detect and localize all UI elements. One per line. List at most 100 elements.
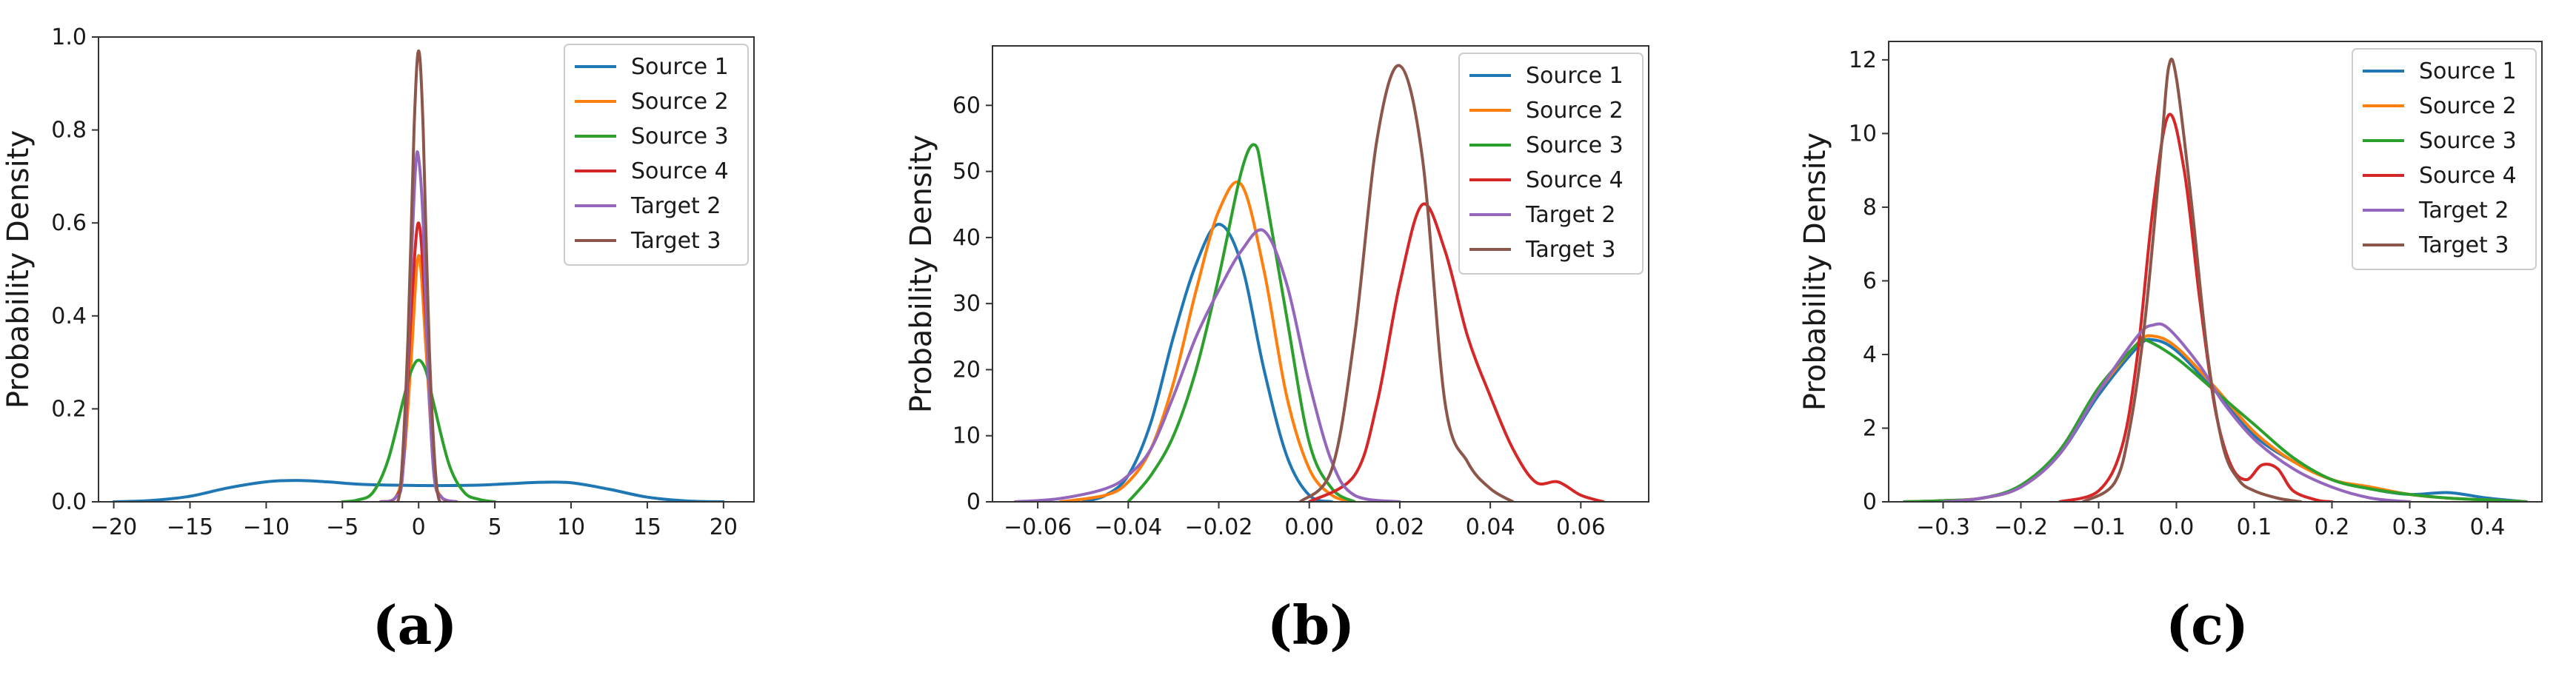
- y-tick-label: 0: [967, 489, 981, 515]
- x-tick-label: 0.00: [1284, 514, 1334, 540]
- legend-label: Target 2: [1525, 202, 1615, 228]
- series-line-source-2: [1903, 334, 2528, 502]
- panel-c: −0.3 −0.2 −0.1 0.0 0.1 0.2 0.3 0.4 0 2 4 6 8 10 12 Prob…: [1798, 41, 2543, 656]
- series-line-target-2: [1941, 322, 2412, 502]
- x-tick-label: −5: [326, 514, 358, 540]
- x-tick-label: 0.3: [2392, 514, 2428, 540]
- panel-label: (c): [2166, 594, 2249, 656]
- x-tick-label: 0.4: [2470, 514, 2506, 540]
- plot-frame: [992, 45, 1649, 503]
- series-lines: [1013, 64, 1605, 502]
- legend-label: Source 2: [631, 89, 729, 115]
- x-tick-label: 5: [488, 514, 502, 540]
- series-lines: [112, 49, 725, 502]
- series-line-target-3: [390, 49, 448, 502]
- y-tick-label: 6: [1863, 268, 1877, 294]
- series-line-target-3: [2081, 57, 2303, 502]
- series-lines: [1903, 57, 2528, 502]
- panel-b: −0.06 −0.04 −0.02 0.00 0.02 0.04 0.06 0 10 20 30 40…: [904, 45, 1649, 656]
- y-tick-label: 0.4: [51, 303, 87, 329]
- y-tick-label: 20: [952, 357, 981, 383]
- x-tick-label: 10: [557, 514, 585, 540]
- y-tick-label: 60: [952, 93, 981, 118]
- legend-label: Source 4: [631, 158, 729, 184]
- x-tick-label: 0.06: [1556, 514, 1606, 540]
- y-tick-label: 0.6: [51, 210, 87, 236]
- x-tick-label: 0.0: [2159, 514, 2195, 540]
- x-tick-label: −0.06: [1004, 514, 1072, 540]
- legend-label: Source 3: [631, 124, 729, 150]
- series-line-source-4: [2058, 113, 2334, 502]
- legend-label: Source 4: [2419, 163, 2517, 189]
- legend-label: Target 3: [630, 228, 721, 254]
- y-tick-label: 50: [952, 159, 981, 185]
- y-tick-label: 0.0: [51, 489, 87, 515]
- series-line-source-1: [1903, 338, 2528, 502]
- legend-box: [1458, 53, 1644, 275]
- x-tick-label: 0.02: [1375, 514, 1425, 540]
- legend-label: Target 3: [2418, 232, 2509, 258]
- x-tick-label: −15: [167, 514, 213, 540]
- y-axis-title: Probability Density: [1, 130, 36, 409]
- y-axis-title: Probability Density: [1798, 132, 1832, 411]
- legend-label: Source 1: [2419, 58, 2517, 84]
- x-tick-label: −0.02: [1185, 514, 1253, 540]
- x-tick-label: 20: [710, 514, 738, 540]
- y-tick-label: 0.2: [51, 396, 87, 422]
- series-line-source-3: [341, 358, 497, 502]
- series-line-source-2: [1058, 180, 1356, 502]
- y-tick-label: 1.0: [51, 24, 87, 50]
- series-line-target-3: [1298, 64, 1515, 502]
- series-line-source-4: [1307, 202, 1605, 502]
- legend-label: Source 1: [1526, 63, 1624, 89]
- x-tick-label: 0.2: [2315, 514, 2350, 540]
- panel-a: −20 −15 −10 −5 0 5 10 15 20 0.0 0.2 0.4 0.6 0.8 1.0 Pro…: [1, 24, 755, 656]
- plot-frame: [98, 36, 755, 503]
- x-tick-label: −10: [243, 514, 290, 540]
- y-tick-label: 30: [952, 291, 981, 317]
- series-line-source-1: [112, 479, 725, 502]
- x-tick-label: −0.04: [1094, 514, 1162, 540]
- y-tick-label: 4: [1863, 342, 1877, 368]
- x-tick-label: 0: [412, 514, 426, 540]
- legend-label: Source 3: [1526, 132, 1624, 158]
- plot-frame: [1888, 41, 2543, 503]
- series-line-source-3: [1127, 143, 1356, 502]
- series-line-source-3: [1903, 336, 2528, 502]
- y-tick-label: 10: [1849, 121, 1877, 147]
- panel-label: (a): [373, 594, 458, 656]
- legend: Source 1 Source 2 Source 3 Source 4 Target 2…: [1458, 53, 1644, 275]
- legend-label: Target 2: [630, 193, 721, 219]
- legend-box: [564, 44, 749, 266]
- legend: Source 1 Source 2 Source 3 Source 4 Target 2…: [564, 44, 749, 266]
- x-tick-label: −20: [90, 514, 137, 540]
- series-line-target-2: [1013, 228, 1401, 502]
- x-tick-label: 0.1: [2237, 514, 2272, 540]
- legend-label: Source 2: [2419, 93, 2517, 119]
- legend-label: Source 2: [1526, 98, 1624, 124]
- legend-box: [2352, 48, 2537, 270]
- panel-label: (b): [1267, 594, 1355, 656]
- x-tick-label: −0.3: [1916, 514, 1970, 540]
- series-line-source-4: [378, 221, 458, 502]
- x-tick-label: 15: [633, 514, 661, 540]
- legend-label: Source 3: [2419, 128, 2517, 154]
- y-tick-label: 10: [952, 423, 981, 449]
- series-line-source-2: [378, 254, 458, 502]
- y-tick-label: 0: [1863, 489, 1877, 515]
- y-tick-label: 12: [1849, 47, 1877, 73]
- y-tick-label: 8: [1863, 195, 1877, 221]
- legend-label: Source 1: [631, 54, 729, 80]
- y-tick-label: 40: [952, 225, 981, 251]
- legend-label: Target 3: [1525, 237, 1615, 263]
- y-axis-title: Probability Density: [904, 135, 938, 413]
- y-tick-label: 2: [1863, 415, 1877, 441]
- y-tick-label: 0.8: [51, 118, 87, 144]
- legend: Source 1 Source 2 Source 3 Source 4 Target 2…: [2352, 48, 2537, 270]
- legend-label: Source 4: [1526, 167, 1624, 193]
- x-tick-label: 0.04: [1466, 514, 1515, 540]
- x-tick-label: −0.1: [2072, 514, 2126, 540]
- x-tick-label: −0.2: [1994, 514, 2048, 540]
- legend-label: Target 2: [2418, 198, 2509, 224]
